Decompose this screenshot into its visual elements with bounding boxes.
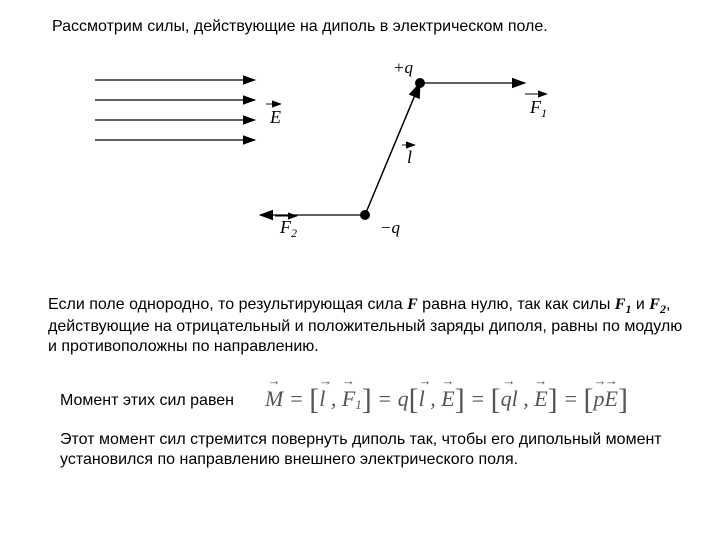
minus-q-label: −q — [380, 218, 400, 237]
paragraph-2: Момент этих сил равен — [60, 392, 234, 410]
E-vector-label: E — [269, 107, 281, 127]
plus-q-label: +q — [393, 58, 413, 77]
page-title: Рассмотрим силы, действующие на диполь в… — [52, 18, 548, 36]
paragraph-1: Если поле однородно, то результирующая с… — [48, 295, 688, 357]
paragraph-3: Этот момент сил стремится повернуть дипо… — [60, 430, 680, 470]
dipole-diagram: E +q −q l F1 F2 — [75, 55, 635, 275]
F1-label: F1 — [529, 97, 547, 120]
F2-label: F2 — [279, 217, 297, 240]
moment-formula: M = [l , F1] = q[l , E] = [ql , E] = [pE… — [265, 383, 628, 417]
l-vector-label: l — [407, 147, 412, 167]
